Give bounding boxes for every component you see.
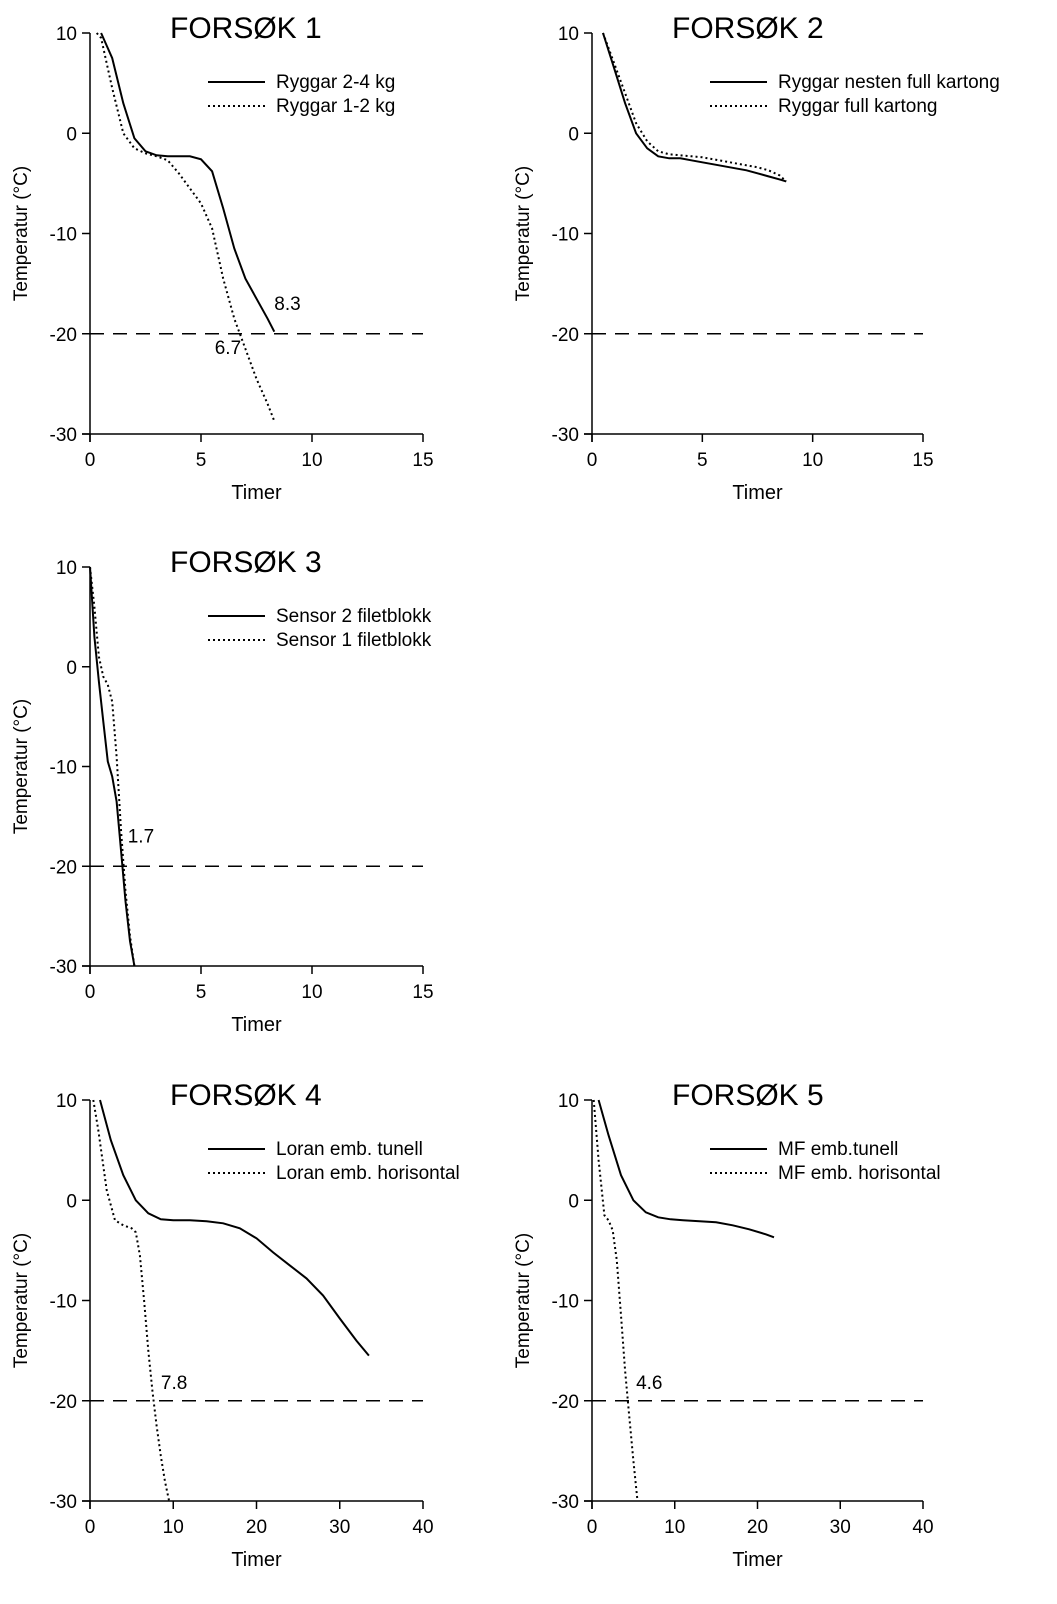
x-tick-label: 10 — [163, 1517, 184, 1538]
x-tick-label: 40 — [912, 1517, 933, 1538]
crossing-annotation: 4.6 — [636, 1373, 662, 1394]
crossing-annotation: 6.7 — [215, 338, 241, 359]
x-axis-label: Timer — [732, 1549, 783, 1571]
chart-title: FORSØK 5 — [672, 1079, 824, 1112]
chart-panel-1: 10 0 -10 -20 -30 0 5 10 15 Timer Temperatur (°C) FO… — [11, 12, 434, 504]
y-tick-label: -20 — [552, 325, 579, 346]
y-tick-label: -30 — [50, 957, 77, 978]
chart-title: FORSØK 2 — [672, 12, 824, 45]
y-tick-label: -30 — [50, 1492, 77, 1513]
legend-label: Loran emb. tunell — [276, 1139, 423, 1160]
crossing-annotation: 8.3 — [274, 294, 300, 315]
y-tick-label: 10 — [558, 1091, 579, 1112]
series-line-1 — [100, 32, 276, 333]
series-line-2 — [95, 32, 276, 422]
x-tick-label: 15 — [912, 450, 933, 471]
series-line-2 — [92, 1099, 171, 1502]
legend-label: Sensor 1 filetblokk — [276, 630, 432, 651]
y-tick-label: 0 — [66, 124, 77, 145]
x-tick-label: 30 — [830, 1517, 851, 1538]
x-tick-label: 20 — [747, 1517, 768, 1538]
chart-panel-2: 10 0 -10 -20 -30 0 5 10 15 Timer Temperatur (°C) FO… — [513, 12, 1000, 504]
y-tick-label: 10 — [56, 1091, 77, 1112]
legend-label: Loran emb. horisontal — [276, 1163, 460, 1184]
x-axis-label: Timer — [231, 1549, 282, 1571]
x-tick-label: 0 — [587, 450, 598, 471]
series-line-1 — [602, 32, 787, 183]
crossing-annotation: 7.8 — [161, 1373, 187, 1394]
chart-title: FORSØK 3 — [170, 546, 322, 579]
y-tick-label: -10 — [552, 1292, 579, 1313]
x-tick-label: 5 — [196, 450, 207, 471]
x-axis-label: Timer — [732, 482, 783, 504]
y-axis-label: Temperatur (°C) — [513, 166, 534, 301]
chart-title: FORSØK 1 — [170, 12, 322, 45]
x-tick-label: 10 — [664, 1517, 685, 1538]
x-tick-label: 0 — [85, 450, 96, 471]
y-tick-label: -10 — [552, 225, 579, 246]
x-tick-label: 5 — [196, 982, 207, 1003]
y-tick-label: -20 — [50, 325, 77, 346]
legend-label: MF emb.tunell — [778, 1139, 898, 1160]
x-axis-label: Timer — [231, 482, 282, 504]
y-tick-label: 10 — [558, 24, 579, 45]
legend-label: Sensor 2 filetblokk — [276, 606, 432, 627]
legend-label: Ryggar nesten full kartong — [778, 72, 1000, 93]
x-tick-label: 0 — [587, 1517, 598, 1538]
y-axis-label: Temperatur (°C) — [11, 166, 32, 301]
x-tick-label: 20 — [246, 1517, 267, 1538]
x-tick-label: 0 — [85, 982, 96, 1003]
x-tick-label: 15 — [412, 450, 433, 471]
y-tick-label: -20 — [50, 1392, 77, 1413]
x-tick-label: 10 — [301, 982, 322, 1003]
legend-label: Ryggar 2-4 kg — [276, 72, 395, 93]
y-tick-label: -20 — [552, 1392, 579, 1413]
crossing-annotation: 1.7 — [128, 826, 154, 847]
series-line-1 — [99, 1099, 370, 1357]
legend-label: Ryggar full kartong — [778, 96, 937, 117]
series-line-1 — [597, 1099, 775, 1239]
y-tick-label: 0 — [568, 1191, 579, 1212]
y-tick-label: 10 — [56, 24, 77, 45]
y-axis-label: Temperatur (°C) — [513, 1233, 534, 1368]
x-tick-label: 10 — [301, 450, 322, 471]
x-tick-label: 0 — [85, 1517, 96, 1538]
x-tick-label: 30 — [329, 1517, 350, 1538]
y-tick-label: -30 — [552, 425, 579, 446]
chart-title: FORSØK 4 — [170, 1079, 322, 1112]
y-tick-label: 0 — [66, 1191, 77, 1212]
x-axis-label: Timer — [231, 1014, 282, 1036]
y-axis-label: Temperatur (°C) — [11, 699, 32, 834]
chart-panel-3: 10 0 -10 -20 -30 0 5 10 15 Timer Temperatur (°C) FO… — [11, 546, 434, 1036]
legend-label: Ryggar 1-2 kg — [276, 96, 395, 117]
chart-panel-4: 10 0 -10 -20 -30 0 10 20 30 40 Timer Temperatur (°C… — [11, 1079, 460, 1571]
legend-label: MF emb. horisontal — [778, 1163, 941, 1184]
x-tick-label: 10 — [802, 450, 823, 471]
y-tick-label: 0 — [66, 658, 77, 679]
x-tick-label: 40 — [412, 1517, 433, 1538]
y-tick-label: -10 — [50, 225, 77, 246]
y-tick-label: 10 — [56, 558, 77, 579]
x-tick-label: 5 — [697, 450, 708, 471]
series-line-2 — [602, 32, 787, 183]
y-tick-label: -10 — [50, 1292, 77, 1313]
y-tick-label: -30 — [50, 425, 77, 446]
y-tick-label: 0 — [568, 124, 579, 145]
x-tick-label: 15 — [412, 982, 433, 1003]
y-tick-label: -30 — [552, 1492, 579, 1513]
y-axis-label: Temperatur (°C) — [11, 1233, 32, 1368]
y-tick-label: -10 — [50, 758, 77, 779]
y-tick-label: -20 — [50, 857, 77, 878]
series-line-2 — [89, 566, 136, 967]
chart-panel-5: 10 0 -10 -20 -30 0 10 20 30 40 Timer Temperatur (°C… — [513, 1079, 941, 1571]
